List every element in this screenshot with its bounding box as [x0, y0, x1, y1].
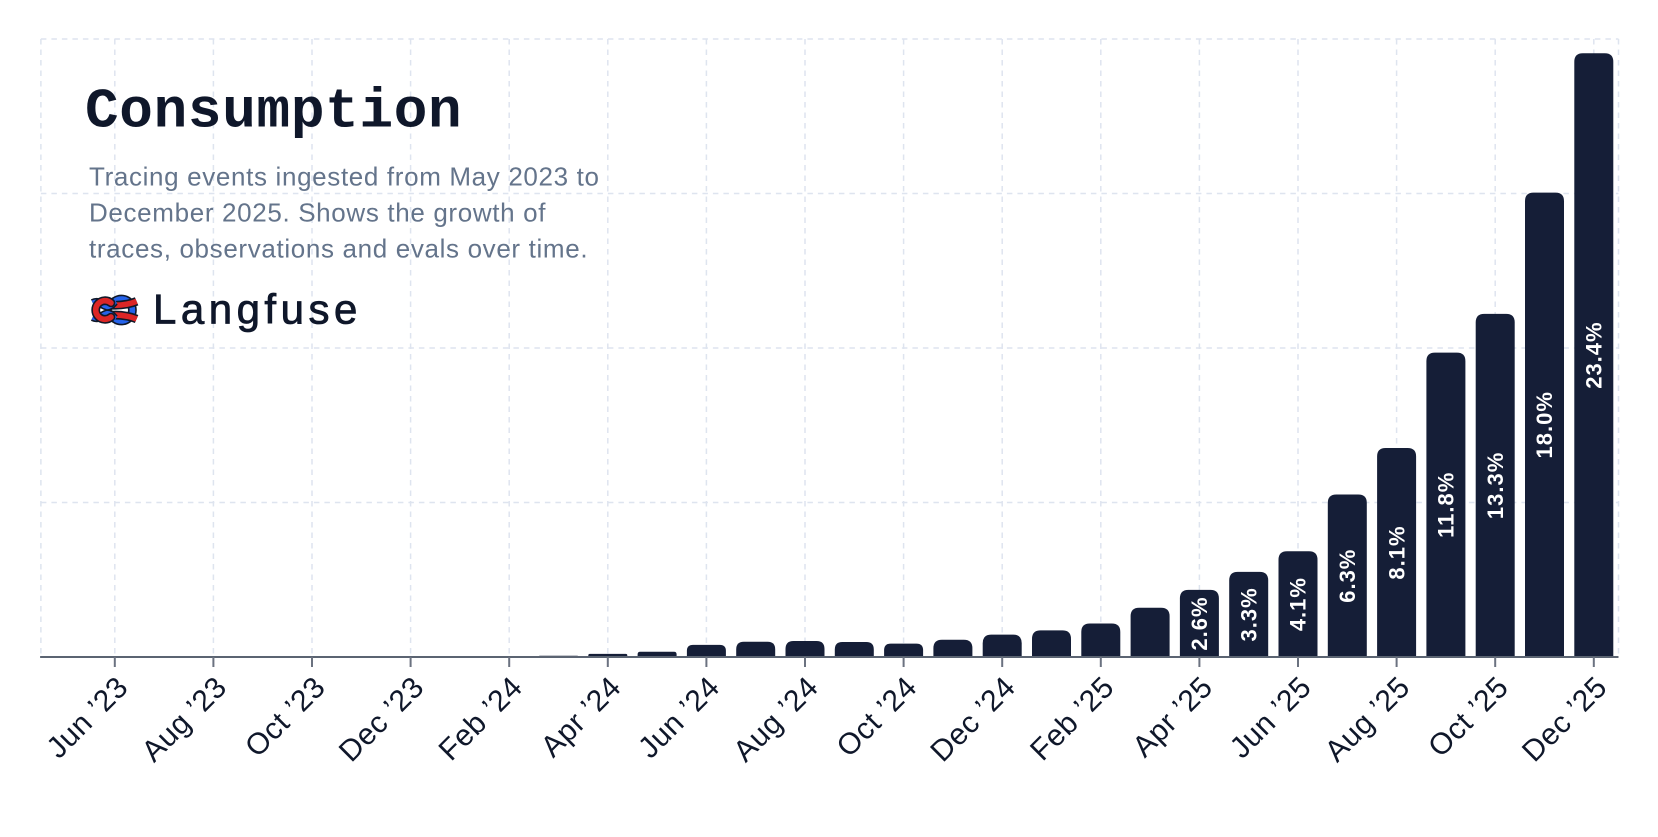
svg-text:4.1%: 4.1%: [1286, 577, 1311, 631]
svg-text:Langfuse: Langfuse: [153, 286, 362, 333]
svg-text:8.1%: 8.1%: [1384, 525, 1409, 579]
svg-text:Tracing events ingested from M: Tracing events ingested from May 2023 to: [89, 162, 600, 192]
svg-text:traces, observations and evals: traces, observations and evals over time…: [89, 234, 588, 264]
svg-text:3.3%: 3.3%: [1236, 587, 1261, 641]
svg-text:13.3%: 13.3%: [1483, 452, 1508, 519]
svg-text:2.6%: 2.6%: [1187, 596, 1212, 650]
svg-text:December 2025. Shows the growt: December 2025. Shows the growth of: [89, 198, 546, 228]
svg-text:11.8%: 11.8%: [1434, 472, 1459, 538]
svg-text:6.3%: 6.3%: [1335, 549, 1360, 603]
svg-text:23.4%: 23.4%: [1582, 321, 1607, 388]
svg-text:Consumption: Consumption: [85, 80, 462, 144]
svg-text:18.0%: 18.0%: [1532, 391, 1557, 458]
